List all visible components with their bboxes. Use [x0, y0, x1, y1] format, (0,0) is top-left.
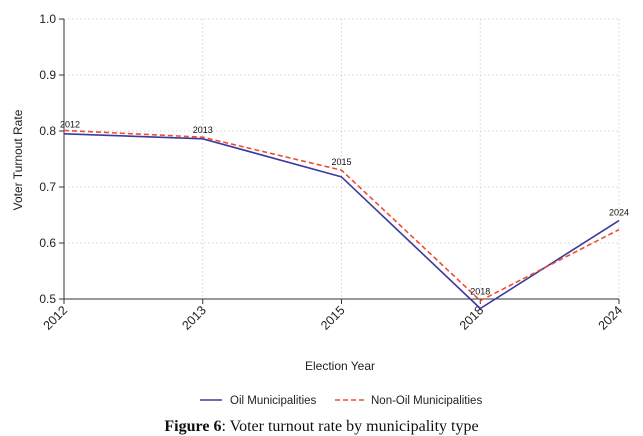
- x-tick-label: 2013: [179, 303, 209, 333]
- y-tick-label: 1.0: [39, 12, 56, 26]
- series: [63, 129, 620, 310]
- point-label: 2018: [470, 287, 490, 297]
- point-label: 2012: [60, 119, 80, 129]
- axes: 0.5 0.6 0.7 0.8 0.9 1.0 2012 2013 2015 2018 2024: [39, 12, 625, 333]
- figure-label: Figure 6: [164, 418, 222, 435]
- legend-label-oil: Oil Municipalities: [230, 395, 317, 407]
- x-tick-label: 2024: [596, 303, 626, 333]
- point-label: 2013: [193, 125, 213, 135]
- y-axis-title: Voter Turnout Rate: [11, 109, 25, 210]
- point-label: 2015: [331, 157, 351, 167]
- y-tick-label: 0.8: [39, 124, 56, 138]
- y-tick-label: 0.6: [39, 236, 56, 250]
- legend-label-nonoil: Non-Oil Municipalities: [371, 395, 482, 407]
- series-line-oil: [63, 133, 620, 310]
- x-axis-title: Election Year: [305, 359, 375, 373]
- point-labels: 2012 2013 2015 2018 2024: [60, 119, 629, 296]
- series-line-non-oil: [63, 129, 620, 302]
- x-tick-label: 2012: [41, 303, 71, 333]
- point-label: 2024: [609, 208, 629, 218]
- y-tick-label: 0.5: [39, 292, 56, 306]
- x-tick-label: 2015: [318, 303, 348, 333]
- legend: Oil Municipalities Non-Oil Municipalitie…: [200, 395, 482, 407]
- figure-caption-text: : Voter turnout rate by municipality typ…: [221, 418, 479, 435]
- y-tick-label: 0.7: [39, 180, 56, 194]
- figure-caption: Figure 6: Voter turnout rate by municipa…: [0, 418, 643, 436]
- y-tick-label: 0.9: [39, 68, 56, 82]
